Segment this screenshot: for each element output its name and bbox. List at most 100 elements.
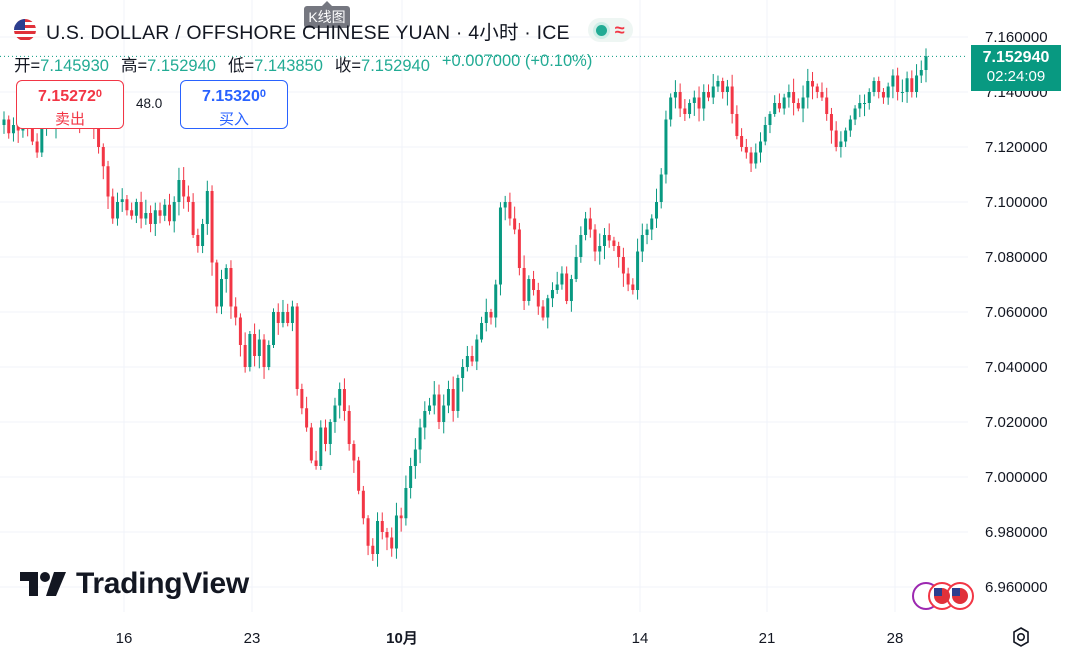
- candle-body: [522, 268, 526, 301]
- open-label: 开=: [14, 57, 41, 75]
- candle-body: [361, 490, 365, 519]
- candle-body: [678, 92, 682, 109]
- candle-body: [811, 81, 815, 87]
- candle-body: [205, 191, 209, 224]
- symbol-title[interactable]: U.S. DOLLAR / OFFSHORE CHINESE YUAN · 4小…: [46, 21, 570, 44]
- candle-body: [390, 537, 394, 549]
- close-value: 7.152940: [361, 57, 430, 75]
- buy-button[interactable]: 7.153200 买入: [180, 80, 288, 129]
- candle-body: [815, 86, 819, 92]
- candle-body: [97, 127, 101, 147]
- countdown-timer: 02:24:09: [986, 68, 1046, 85]
- candle-body: [910, 78, 914, 92]
- candle-body: [574, 257, 578, 279]
- candle-body: [730, 86, 734, 114]
- candle-body: [787, 92, 791, 98]
- last-price-tag: 7.152940 02:24:09: [971, 45, 1061, 91]
- candle-body: [579, 235, 583, 257]
- candle-body: [673, 92, 677, 98]
- price-tick-label: 7.000000: [985, 469, 1048, 486]
- candle-body: [494, 284, 498, 318]
- candle-body: [688, 103, 692, 114]
- candle-body: [366, 518, 370, 546]
- candle-body: [763, 125, 767, 142]
- candle-body: [792, 92, 796, 103]
- settings-gear-icon[interactable]: [1011, 627, 1031, 647]
- candle-body: [267, 345, 271, 367]
- candle-body: [35, 141, 39, 153]
- candle-body: [328, 422, 332, 444]
- candle-body: [101, 147, 105, 167]
- candle-body: [120, 199, 124, 202]
- candle-body: [130, 210, 134, 216]
- candle-body: [716, 81, 720, 87]
- candle-body: [219, 279, 223, 307]
- time-axis: 16 23 10月 14 21 28: [116, 630, 904, 647]
- candle-body: [569, 279, 573, 301]
- time-tick-label: 16: [116, 630, 133, 647]
- candle-body: [588, 218, 592, 230]
- candle-body: [149, 213, 153, 224]
- candle-body: [7, 119, 11, 134]
- candle-body: [290, 306, 294, 323]
- candle-body: [139, 202, 143, 219]
- candle-body: [640, 235, 644, 252]
- candle-body: [659, 174, 663, 202]
- candle-body: [702, 92, 706, 109]
- chart-grid: [0, 0, 968, 612]
- candle-body: [243, 345, 247, 367]
- sell-button[interactable]: 7.152720 卖出: [16, 80, 124, 129]
- candle-body: [669, 97, 673, 120]
- candle-body: [924, 56, 928, 70]
- candle-body: [692, 97, 696, 103]
- candle-body: [413, 449, 417, 466]
- tradingview-logo[interactable]: TradingView: [20, 567, 249, 601]
- economic-events-icon[interactable]: [912, 580, 974, 612]
- candle-body: [607, 235, 611, 241]
- candle-body: [550, 290, 554, 299]
- candle-body: [248, 334, 252, 367]
- candle-body: [508, 202, 512, 219]
- candle-body: [182, 180, 186, 197]
- candle-body: [825, 97, 829, 114]
- candle-body: [872, 81, 876, 92]
- price-tick-label: 7.060000: [985, 304, 1048, 321]
- time-tick-label: 10月: [386, 630, 418, 647]
- candle-body: [602, 235, 606, 246]
- candle-body: [167, 204, 171, 222]
- candle-body: [536, 290, 540, 307]
- candle-body: [385, 532, 389, 538]
- candle-body: [442, 405, 446, 422]
- candle-body: [191, 202, 195, 235]
- candle-body: [735, 114, 739, 136]
- market-status[interactable]: ≈: [587, 18, 633, 42]
- candle-body: [276, 312, 280, 323]
- candle-body: [593, 229, 597, 252]
- candles: [2, 48, 928, 567]
- candle-body: [196, 235, 200, 246]
- candle-body: [631, 284, 635, 290]
- candle-body: [707, 92, 711, 98]
- candle-body: [725, 86, 729, 92]
- candle-body: [617, 246, 621, 257]
- close-label: 收=: [334, 57, 362, 75]
- time-tick-label: 23: [244, 630, 261, 647]
- candle-body: [418, 427, 422, 450]
- candle-body: [915, 75, 919, 92]
- candle-body: [144, 213, 148, 219]
- symbol-header[interactable]: U.S. DOLLAR / OFFSHORE CHINESE YUAN · 4小…: [14, 16, 633, 44]
- time-tick-label: 28: [887, 630, 904, 647]
- candle-body: [134, 202, 138, 216]
- candle-body: [697, 97, 701, 109]
- candle-body: [664, 119, 668, 175]
- candle-body: [371, 545, 375, 554]
- candle-body: [456, 378, 460, 411]
- price-tick-label: 7.160000: [985, 29, 1048, 46]
- candle-body: [376, 521, 380, 554]
- candle-body: [163, 204, 167, 216]
- last-price-value: 7.152940: [982, 49, 1050, 66]
- candle-body: [305, 408, 309, 428]
- candle-body: [404, 488, 408, 519]
- candle-body: [352, 444, 356, 461]
- candle-body: [446, 389, 450, 406]
